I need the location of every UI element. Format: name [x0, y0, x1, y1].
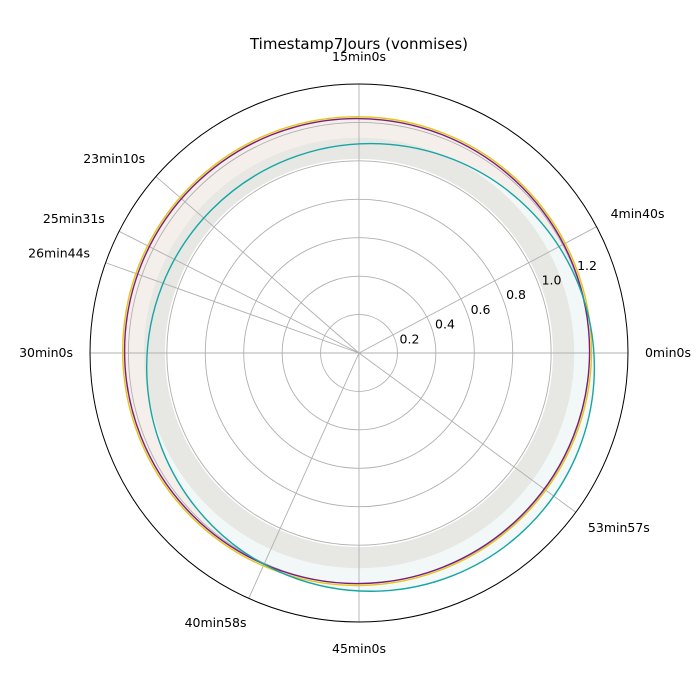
r-tick-label: 0.4 [435, 317, 455, 332]
angular-tick-label: 4min40s [611, 206, 665, 221]
r-tick-label: 0.2 [400, 331, 420, 346]
angular-tick-label: 23min10s [83, 151, 145, 166]
angular-tick-label: 15min0s [332, 49, 386, 64]
angular-tick-label: 53min57s [588, 520, 650, 535]
r-tick-label: 1.0 [542, 272, 562, 287]
polar-frame [89, 83, 629, 623]
angular-spoke-9 [358, 352, 577, 513]
angular-spoke-1 [358, 226, 597, 354]
angular-tick-label: 40min58s [185, 615, 247, 630]
tick-labels: 0min0s 4min40s 15min0s 23min10s 25min31s 26mi… [19, 49, 691, 656]
angular-tick-label: 26min44s [28, 246, 90, 261]
angular-tick-label: 25min31s [43, 211, 105, 226]
angular-spoke-5 [105, 262, 360, 354]
angular-spoke-3 [155, 176, 360, 354]
series-lines [121, 115, 596, 592]
r-tick-label: 0.8 [506, 287, 526, 302]
angular-spoke-7 [248, 352, 360, 599]
series-line-0 [121, 115, 593, 587]
series-line-1 [123, 117, 591, 585]
chart-title: Timestamp7Jours (vonmises) [249, 35, 468, 53]
angular-tick-label: 45min0s [332, 641, 386, 656]
r-tick-label: 1.2 [577, 258, 597, 273]
angular-spoke-4 [118, 230, 360, 354]
polar-grid [89, 83, 629, 623]
angular-tick-label: 0min0s [645, 345, 691, 360]
angular-tick-label: 30min0s [19, 345, 73, 360]
r-tick-label: 0.6 [471, 302, 491, 317]
series-line-2 [145, 142, 596, 592]
